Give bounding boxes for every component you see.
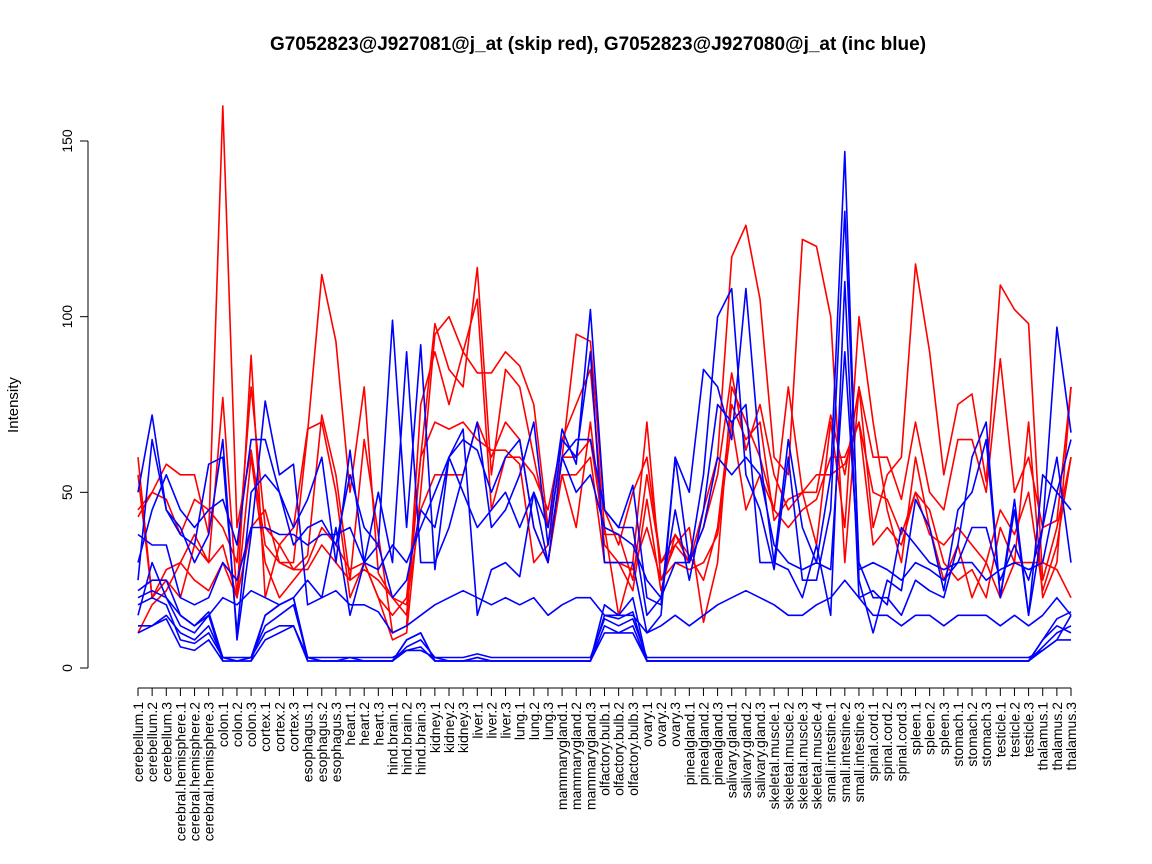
- x-tick-label: spinal.cord.1: [865, 702, 881, 782]
- x-tick-label: esophagus.2: [314, 702, 330, 782]
- x-tick-label: cerebellum.1: [130, 702, 146, 782]
- x-tick-label: thalamus.1: [1035, 702, 1051, 771]
- x-tick-label: stomach.3: [978, 702, 994, 767]
- x-tick-label: thalamus.3: [1063, 702, 1079, 771]
- x-tick-label: hind.brain.2: [399, 702, 415, 775]
- x-tick-label: pinealgland.2: [695, 702, 711, 786]
- x-tick-label: testicle.3: [1021, 702, 1037, 757]
- x-tick-label: small.intestine.1: [823, 702, 839, 803]
- x-tick-label: mammarygland.2: [568, 702, 584, 810]
- x-tick-label: cerebellum.3: [158, 702, 174, 782]
- x-tick-label: kidney.1: [427, 702, 443, 753]
- x-tick-label: skeletal.muscle.2: [780, 702, 796, 810]
- x-axis: cerebellum.1cerebellum.2cerebellum.3cere…: [130, 687, 1079, 842]
- x-tick-label: colon.3: [243, 702, 259, 747]
- x-tick-label: olfactory.bulb.1: [597, 702, 613, 796]
- x-tick-label: cerebral.hemisphere.2: [187, 702, 203, 842]
- y-tick-label: 150: [59, 129, 75, 153]
- y-tick-label: 0: [59, 664, 75, 672]
- x-tick-label: stomach.1: [950, 702, 966, 767]
- x-tick-label: hind.brain.1: [384, 702, 400, 775]
- x-tick-label: spleen.2: [922, 702, 938, 755]
- x-tick-label: ovary.2: [653, 702, 669, 747]
- x-tick-label: colon.1: [215, 702, 231, 747]
- y-tick-label: 50: [59, 484, 75, 500]
- x-tick-label: spleen.3: [936, 702, 952, 755]
- series-line-inc-7: [137, 561, 1072, 662]
- y-tick-label: 100: [59, 305, 75, 329]
- x-tick-label: hind.brain.3: [413, 702, 429, 775]
- x-tick-label: spinal.cord.3: [893, 702, 909, 782]
- x-tick-label: salivary.gland.2: [738, 702, 754, 798]
- x-tick-label: salivary.gland.3: [752, 702, 768, 798]
- x-tick-label: pinealgland.1: [681, 702, 697, 786]
- y-axis: 0 50 100 150: [59, 129, 89, 672]
- x-tick-label: pinealgland.3: [710, 702, 726, 786]
- x-tick-label: cerebellum.2: [144, 702, 160, 782]
- x-tick-label: ovary.3: [667, 702, 683, 747]
- series-line-inc-10: [137, 579, 1072, 662]
- x-tick-label: salivary.gland.1: [724, 702, 740, 798]
- x-tick-label: cortex.1: [257, 702, 273, 752]
- x-tick-label: testicle.1: [992, 702, 1008, 757]
- x-tick-label: thalamus.2: [1049, 702, 1065, 771]
- series-line-inc-6: [138, 614, 1072, 659]
- x-tick-label: small.intestine.2: [837, 702, 853, 803]
- x-tick-label: stomach.2: [964, 702, 980, 767]
- x-tick-label: heart.1: [342, 702, 358, 746]
- x-tick-label: mammarygland.3: [582, 702, 598, 810]
- x-tick-label: ovary.1: [639, 702, 655, 747]
- series-line-inc-4: [137, 350, 1072, 606]
- x-tick-label: cortex.3: [286, 702, 302, 752]
- series-line-inc-2: [137, 210, 1072, 634]
- x-tick-label: cerebral.hemisphere.3: [201, 702, 217, 842]
- x-tick-label: spleen.1: [908, 702, 924, 755]
- series-layer: [137, 105, 1072, 662]
- x-tick-label: lung.3: [540, 702, 556, 740]
- series-line-inc-1: [137, 150, 1072, 641]
- x-tick-label: mammarygland.1: [554, 702, 570, 810]
- y-axis-label: Intensity: [5, 377, 22, 433]
- x-tick-label: small.intestine.3: [851, 702, 867, 803]
- x-tick-label: heart.2: [356, 702, 372, 746]
- x-tick-label: lung.2: [526, 702, 542, 740]
- x-tick-label: liver.1: [469, 702, 485, 739]
- x-tick-label: liver.3: [498, 702, 514, 739]
- x-tick-label: skeletal.muscle.4: [809, 702, 825, 810]
- series-line-inc-3: [137, 280, 1072, 617]
- x-tick-label: esophagus.1: [300, 702, 316, 782]
- x-tick-label: heart.3: [370, 702, 386, 746]
- x-tick-label: liver.2: [483, 702, 499, 739]
- x-tick-label: cortex.2: [271, 702, 287, 752]
- x-tick-label: lung.1: [512, 702, 528, 740]
- x-tick-label: esophagus.3: [328, 702, 344, 782]
- x-tick-label: kidney.3: [455, 702, 471, 753]
- x-tick-label: cerebral.hemisphere.1: [172, 702, 188, 842]
- x-tick-label: kidney.2: [441, 702, 457, 753]
- chart-title: G7052823@J927081@j_at (skip red), G70528…: [270, 34, 926, 55]
- x-tick-label: olfactory.bulb.3: [625, 702, 641, 796]
- x-tick-label: olfactory.bulb.2: [611, 702, 627, 796]
- x-tick-label: spinal.cord.2: [879, 702, 895, 782]
- x-tick-label: skeletal.muscle.1: [766, 702, 782, 810]
- x-tick-label: testicle.2: [1006, 702, 1022, 757]
- x-tick-label: colon.2: [229, 702, 245, 747]
- x-tick-label: skeletal.muscle.3: [794, 702, 810, 810]
